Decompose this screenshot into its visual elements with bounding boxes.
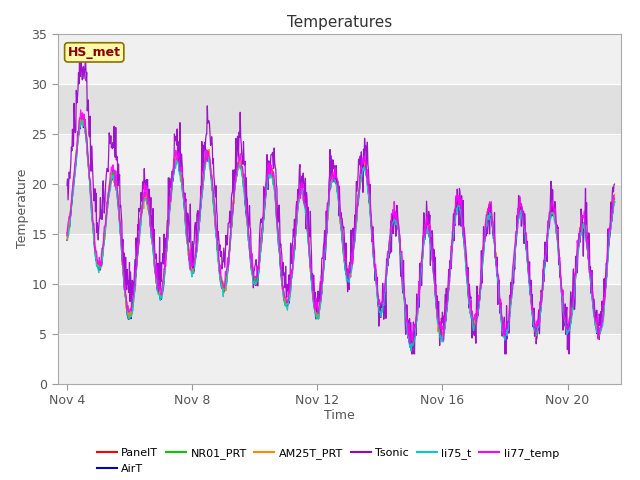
X-axis label: Time: Time [324,409,355,422]
Text: HS_met: HS_met [68,46,121,59]
Bar [58,34,621,84]
Bar [58,134,621,184]
Y-axis label: Temperature: Temperature [15,169,29,249]
Bar [58,184,621,234]
Bar [58,334,621,384]
Bar [58,284,621,334]
Bar [58,84,621,134]
Bar [58,234,621,284]
Title: Temperatures: Temperatures [287,15,392,30]
Legend: PanelT, AirT, NR01_PRT, AM25T_PRT, Tsonic, li75_t, li77_temp: PanelT, AirT, NR01_PRT, AM25T_PRT, Tsoni… [92,444,564,478]
